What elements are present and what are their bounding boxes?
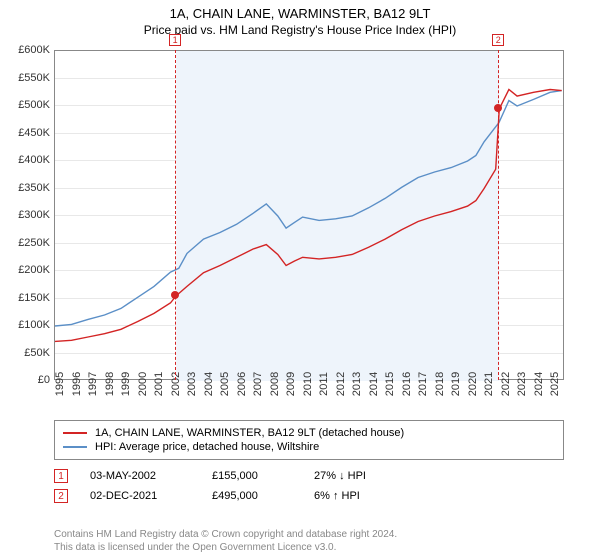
table-row: 2 02-DEC-2021 £495,000 6% ↑ HPI bbox=[54, 486, 414, 506]
sales-table: 1 03-MAY-2002 £155,000 27% ↓ HPI 2 02-DE… bbox=[54, 466, 414, 506]
x-tick-label: 2025 bbox=[549, 372, 561, 396]
x-tick-label: 2010 bbox=[302, 372, 314, 396]
sale-price: £495,000 bbox=[212, 490, 292, 502]
x-tick-label: 2024 bbox=[533, 372, 545, 396]
sale-marker-badge: 1 bbox=[54, 469, 68, 483]
sale-dot bbox=[494, 104, 502, 112]
y-tick-label: £600K bbox=[0, 44, 50, 56]
sale-marker-badge: 2 bbox=[492, 34, 504, 46]
shaded-band bbox=[176, 51, 499, 381]
sale-vline bbox=[498, 50, 499, 380]
sale-pct: 27% ↓ HPI bbox=[314, 470, 414, 482]
x-tick-label: 2014 bbox=[368, 372, 380, 396]
x-tick-label: 2007 bbox=[252, 372, 264, 396]
x-tick-label: 2005 bbox=[219, 372, 231, 396]
y-tick-label: £350K bbox=[0, 182, 50, 194]
footer-line: This data is licensed under the Open Gov… bbox=[54, 541, 397, 554]
legend-label: HPI: Average price, detached house, Wilt… bbox=[95, 441, 319, 453]
legend-swatch bbox=[63, 446, 87, 448]
x-tick-label: 2006 bbox=[236, 372, 248, 396]
y-tick-label: £50K bbox=[0, 347, 50, 359]
sale-marker-badge: 2 bbox=[54, 489, 68, 503]
y-tick-label: £450K bbox=[0, 127, 50, 139]
y-tick-label: £150K bbox=[0, 292, 50, 304]
x-tick-label: 2019 bbox=[450, 372, 462, 396]
x-tick-label: 2009 bbox=[285, 372, 297, 396]
legend: 1A, CHAIN LANE, WARMINSTER, BA12 9LT (de… bbox=[54, 420, 564, 460]
footer-attribution: Contains HM Land Registry data © Crown c… bbox=[54, 528, 397, 554]
sale-price: £155,000 bbox=[212, 470, 292, 482]
x-tick-label: 2023 bbox=[516, 372, 528, 396]
x-tick-label: 1999 bbox=[120, 372, 132, 396]
x-tick-label: 2015 bbox=[384, 372, 396, 396]
page-title: 1A, CHAIN LANE, WARMINSTER, BA12 9LT bbox=[0, 0, 600, 21]
legend-swatch bbox=[63, 432, 87, 434]
x-tick-label: 2017 bbox=[417, 372, 429, 396]
y-tick-label: £500K bbox=[0, 99, 50, 111]
x-tick-label: 1995 bbox=[54, 372, 66, 396]
legend-row: 1A, CHAIN LANE, WARMINSTER, BA12 9LT (de… bbox=[63, 426, 555, 440]
y-tick-label: £100K bbox=[0, 319, 50, 331]
sale-marker-badge: 1 bbox=[169, 34, 181, 46]
x-tick-label: 2011 bbox=[318, 372, 330, 396]
sale-dot bbox=[171, 291, 179, 299]
table-row: 1 03-MAY-2002 £155,000 27% ↓ HPI bbox=[54, 466, 414, 486]
y-tick-label: £550K bbox=[0, 72, 50, 84]
y-tick-label: £200K bbox=[0, 264, 50, 276]
x-tick-label: 2012 bbox=[335, 372, 347, 396]
x-tick-label: 1996 bbox=[71, 372, 83, 396]
x-tick-label: 2004 bbox=[203, 372, 215, 396]
y-tick-label: £0 bbox=[0, 374, 50, 386]
sale-vline bbox=[175, 50, 176, 380]
sale-date: 03-MAY-2002 bbox=[90, 470, 190, 482]
page-subtitle: Price paid vs. HM Land Registry's House … bbox=[0, 21, 600, 43]
chart-plot-area bbox=[54, 50, 564, 380]
x-tick-label: 2003 bbox=[186, 372, 198, 396]
x-tick-label: 1997 bbox=[87, 372, 99, 396]
x-tick-label: 2013 bbox=[351, 372, 363, 396]
x-tick-label: 2020 bbox=[467, 372, 479, 396]
x-tick-label: 2001 bbox=[153, 372, 165, 396]
footer-line: Contains HM Land Registry data © Crown c… bbox=[54, 528, 397, 541]
y-tick-label: £300K bbox=[0, 209, 50, 221]
legend-row: HPI: Average price, detached house, Wilt… bbox=[63, 440, 555, 454]
legend-label: 1A, CHAIN LANE, WARMINSTER, BA12 9LT (de… bbox=[95, 427, 404, 439]
x-tick-label: 1998 bbox=[104, 372, 116, 396]
chart-svg bbox=[55, 51, 563, 379]
x-tick-label: 2022 bbox=[500, 372, 512, 396]
x-tick-label: 2018 bbox=[434, 372, 446, 396]
sale-pct: 6% ↑ HPI bbox=[314, 490, 414, 502]
y-tick-label: £400K bbox=[0, 154, 50, 166]
y-tick-label: £250K bbox=[0, 237, 50, 249]
x-tick-label: 2016 bbox=[401, 372, 413, 396]
x-tick-label: 2008 bbox=[269, 372, 281, 396]
x-tick-label: 2021 bbox=[483, 372, 495, 396]
sale-date: 02-DEC-2021 bbox=[90, 490, 190, 502]
x-tick-label: 2000 bbox=[137, 372, 149, 396]
